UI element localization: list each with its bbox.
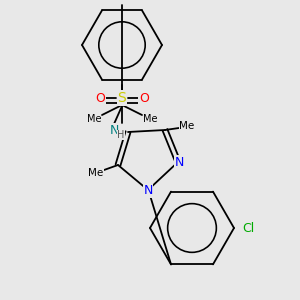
Text: N: N xyxy=(174,155,184,169)
Text: S: S xyxy=(118,91,126,105)
Text: Me: Me xyxy=(87,114,101,124)
Text: Me: Me xyxy=(143,114,157,124)
Text: Me: Me xyxy=(179,121,195,131)
Text: N: N xyxy=(109,124,119,136)
Text: O: O xyxy=(95,92,105,104)
Text: O: O xyxy=(139,92,149,104)
Text: Cl: Cl xyxy=(242,221,254,235)
Text: H: H xyxy=(117,130,125,140)
Text: Me: Me xyxy=(88,168,104,178)
Text: N: N xyxy=(143,184,153,197)
